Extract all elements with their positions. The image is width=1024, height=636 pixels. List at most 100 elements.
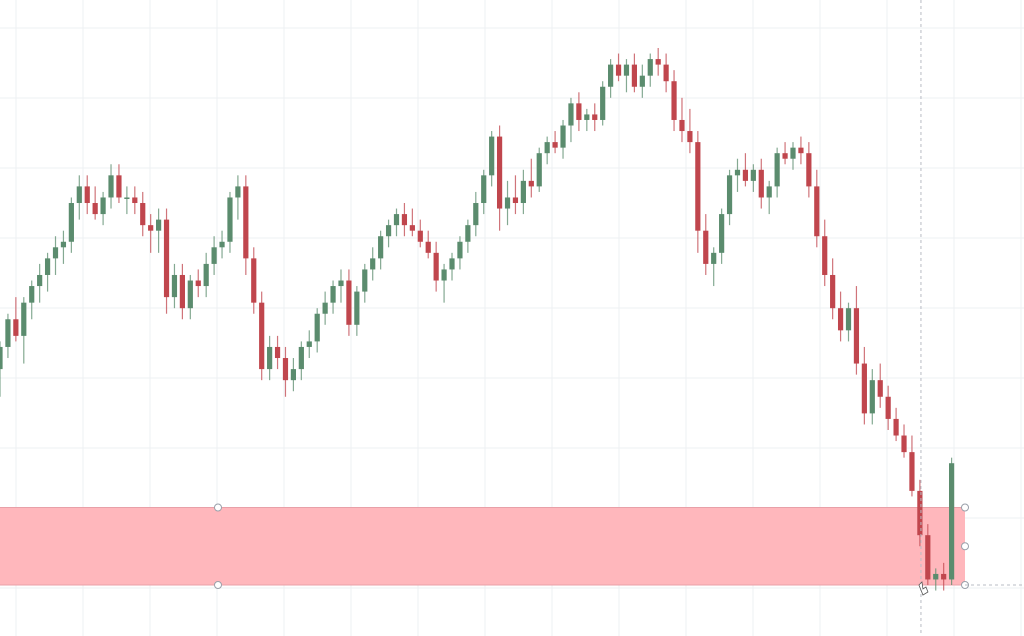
candle-down <box>679 119 685 132</box>
candle-up <box>187 280 193 309</box>
candle-up <box>457 241 463 259</box>
candle-down <box>195 280 201 287</box>
candle-down <box>433 252 439 281</box>
candle-down <box>92 203 98 215</box>
candle-up <box>171 274 178 298</box>
candle-down <box>758 169 764 198</box>
candle-down <box>140 203 146 226</box>
candle-up <box>719 214 725 253</box>
candle-up <box>766 186 772 198</box>
candle-up <box>385 225 392 237</box>
candle-down <box>885 396 891 419</box>
candle-up <box>544 142 550 154</box>
candle-down <box>496 136 503 209</box>
candle-down <box>671 81 677 120</box>
candle-down <box>798 147 804 154</box>
candle-up <box>5 319 11 347</box>
candle-down <box>615 64 622 76</box>
candle-down <box>576 103 582 120</box>
candles <box>0 48 955 591</box>
candle-up <box>100 197 106 215</box>
candle-up <box>774 153 780 187</box>
candle-down <box>13 319 19 336</box>
candle-down <box>782 153 788 159</box>
candle-up <box>933 573 939 580</box>
candle-down <box>179 274 185 309</box>
candle-down <box>814 186 820 237</box>
candle-up <box>267 346 273 370</box>
candle-up <box>504 197 511 209</box>
candle-up <box>473 203 479 226</box>
candle-up <box>219 241 225 248</box>
candle-up <box>378 236 384 259</box>
crosshair <box>918 0 1024 636</box>
candle-down <box>274 346 281 359</box>
candle-down <box>861 363 867 414</box>
candle-up <box>37 274 43 287</box>
candle-up <box>536 153 542 187</box>
candle-up <box>393 214 400 226</box>
candle-down <box>806 153 812 187</box>
candle-up <box>338 280 344 287</box>
candle-up <box>76 186 82 204</box>
candle-up <box>44 258 51 275</box>
candle-down <box>417 230 423 242</box>
candle-up <box>750 169 756 181</box>
zone-resize-handle[interactable] <box>214 581 222 589</box>
candle-up <box>560 125 566 148</box>
candle-down <box>84 186 90 204</box>
candle-up <box>949 463 955 580</box>
candle-down <box>655 59 661 65</box>
candle-down <box>703 230 709 264</box>
support-zone-rect <box>0 507 965 585</box>
candle-up <box>354 291 360 325</box>
candle-down <box>901 435 907 453</box>
candle-up <box>441 269 447 281</box>
hand-cursor-icon <box>918 581 929 596</box>
candle-down <box>941 573 947 580</box>
candle-down <box>909 452 915 491</box>
candle-up <box>726 175 733 215</box>
candle-up <box>60 241 67 248</box>
candle-up <box>481 175 487 204</box>
candle-down <box>116 175 122 198</box>
candle-up <box>68 203 74 242</box>
candle-up <box>227 197 233 242</box>
zone-resize-handle[interactable] <box>961 542 969 551</box>
candle-down <box>877 380 883 397</box>
candle-down <box>401 214 408 226</box>
candle-up <box>869 380 875 414</box>
candle-up <box>711 252 717 264</box>
candle-up <box>124 197 130 199</box>
candle-up <box>203 263 209 287</box>
candle-down <box>837 308 844 331</box>
candle-up <box>584 114 590 120</box>
candle-up <box>734 169 741 176</box>
candle-up <box>623 64 630 76</box>
candle-up <box>465 225 471 242</box>
candle-down <box>695 142 701 231</box>
zone-resize-handle[interactable] <box>961 503 969 512</box>
candle-down <box>631 64 637 87</box>
candle-down <box>148 225 154 231</box>
candle-up <box>362 269 368 292</box>
candle-up <box>314 313 320 342</box>
candle-up <box>608 64 614 87</box>
candle-up <box>156 219 162 231</box>
candle-up <box>306 341 312 347</box>
candle-up <box>639 75 645 87</box>
candle-up <box>520 180 526 204</box>
candle-down <box>687 131 693 143</box>
candle-down <box>893 418 899 436</box>
support-zone[interactable] <box>0 503 969 589</box>
candle-up <box>370 258 376 270</box>
candle-up <box>568 103 574 126</box>
candle-down <box>592 114 598 120</box>
candle-up <box>0 346 3 370</box>
candle-down <box>917 490 923 536</box>
candle-up <box>322 302 328 314</box>
zone-resize-handle[interactable] <box>214 503 222 512</box>
candle-up <box>489 136 495 176</box>
